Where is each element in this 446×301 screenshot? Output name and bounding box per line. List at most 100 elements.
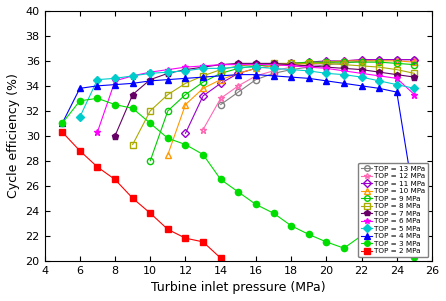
TOP = 2 MPa (200, 240, 206, 244)
TOP = 2 MPa (60, 130, 65, 134)
TOP = 9 MPa (412, 63, 417, 67)
TOP = 6 MPa (183, 65, 188, 69)
TOP = 6 MPa (235, 63, 241, 67)
TOP = 3 MPa (394, 249, 400, 253)
TOP = 5 MPa (412, 87, 417, 90)
TOP = 10 MPa (183, 103, 188, 106)
TOP = 3 MPa (112, 103, 118, 106)
TOP = 7 MPa (306, 64, 311, 68)
TOP = 10 MPa (253, 67, 259, 70)
TOP = 3 MPa (148, 122, 153, 125)
TOP = 9 MPa (341, 60, 347, 64)
TOP = 5 MPa (253, 65, 259, 69)
TOP = 6 MPa (148, 70, 153, 74)
TOP = 8 MPa (394, 68, 400, 71)
TOP = 8 MPa (341, 63, 347, 67)
TOP = 7 MPa (200, 65, 206, 69)
TOP = 5 MPa (130, 74, 135, 78)
TOP = 9 MPa (253, 64, 259, 68)
TOP = 6 MPa (112, 79, 118, 83)
TOP = 13 MPa (235, 90, 241, 94)
TOP = 8 MPa (289, 62, 294, 65)
TOP = 4 MPa (341, 82, 347, 85)
Line: TOP = 4 MPa: TOP = 4 MPa (59, 72, 417, 204)
TOP = 7 MPa (148, 78, 153, 81)
TOP = 6 MPa (218, 63, 223, 67)
TOP = 12 MPa (235, 84, 241, 88)
TOP = 10 MPa (289, 63, 294, 67)
TOP = 6 MPa (271, 63, 276, 67)
TOP = 7 MPa (253, 62, 259, 65)
TOP = 5 MPa (95, 78, 100, 81)
TOP = 2 MPa (183, 236, 188, 240)
TOP = 5 MPa (148, 72, 153, 75)
TOP = 4 MPa (412, 199, 417, 203)
TOP = 2 MPa (112, 178, 118, 181)
TOP = 5 MPa (235, 65, 241, 69)
TOP = 11 MPa (271, 64, 276, 68)
TOP = 6 MPa (165, 68, 170, 71)
TOP = 3 MPa (165, 136, 170, 140)
TOP = 8 MPa (235, 64, 241, 68)
TOP = 10 MPa (200, 87, 206, 90)
TOP = 3 MPa (271, 211, 276, 215)
TOP = 8 MPa (306, 62, 311, 65)
TOP = 3 MPa (130, 107, 135, 110)
TOP = 4 MPa (271, 74, 276, 78)
TOP = 9 MPa (235, 67, 241, 70)
TOP = 3 MPa (341, 246, 347, 250)
TOP = 4 MPa (95, 84, 100, 88)
Legend: TOP = 13 MPa, TOP = 12 MPa, TOP = 11 MPa, TOP = 10 MPa, TOP = 9 MPa, TOP = 8 MPa: TOP = 13 MPa, TOP = 12 MPa, TOP = 11 MPa… (359, 163, 428, 257)
TOP = 13 MPa (289, 68, 294, 71)
TOP = 12 MPa (218, 97, 223, 100)
TOP = 9 MPa (200, 80, 206, 84)
TOP = 10 MPa (376, 59, 382, 63)
TOP = 7 MPa (235, 62, 241, 65)
TOP = 3 MPa (253, 203, 259, 206)
Line: TOP = 9 MPa: TOP = 9 MPa (147, 59, 417, 164)
TOP = 6 MPa (289, 64, 294, 68)
TOP = 10 MPa (394, 59, 400, 63)
TOP = 4 MPa (235, 73, 241, 76)
Y-axis label: Cycle efficiency (%): Cycle efficiency (%) (7, 73, 20, 198)
TOP = 7 MPa (112, 134, 118, 138)
TOP = 8 MPa (253, 63, 259, 67)
TOP = 4 MPa (359, 84, 364, 88)
TOP = 12 MPa (412, 58, 417, 61)
TOP = 3 MPa (359, 234, 364, 237)
TOP = 9 MPa (394, 62, 400, 65)
TOP = 6 MPa (394, 76, 400, 80)
X-axis label: Turbine inlet pressure (MPa): Turbine inlet pressure (MPa) (151, 281, 326, 294)
TOP = 4 MPa (253, 73, 259, 76)
TOP = 5 MPa (359, 75, 364, 79)
TOP = 13 MPa (376, 58, 382, 61)
TOP = 7 MPa (130, 93, 135, 96)
TOP = 6 MPa (412, 93, 417, 96)
TOP = 10 MPa (218, 78, 223, 81)
TOP = 5 MPa (165, 70, 170, 74)
TOP = 8 MPa (271, 62, 276, 65)
TOP = 3 MPa (183, 143, 188, 146)
TOP = 10 MPa (306, 62, 311, 65)
TOP = 12 MPa (289, 65, 294, 69)
TOP = 10 MPa (359, 59, 364, 63)
TOP = 8 MPa (376, 65, 382, 69)
Line: TOP = 8 MPa: TOP = 8 MPa (129, 60, 417, 148)
TOP = 3 MPa (200, 153, 206, 156)
TOP = 11 MPa (394, 58, 400, 61)
TOP = 4 MPa (112, 83, 118, 86)
TOP = 12 MPa (306, 63, 311, 67)
TOP = 4 MPa (165, 78, 170, 81)
TOP = 8 MPa (359, 64, 364, 68)
TOP = 4 MPa (394, 90, 400, 94)
TOP = 10 MPa (341, 59, 347, 63)
Line: TOP = 7 MPa: TOP = 7 MPa (112, 60, 417, 139)
TOP = 3 MPa (376, 231, 382, 235)
TOP = 11 MPa (306, 60, 311, 64)
TOP = 10 MPa (235, 72, 241, 75)
TOP = 13 MPa (341, 62, 347, 65)
TOP = 5 MPa (394, 83, 400, 86)
TOP = 9 MPa (271, 63, 276, 67)
TOP = 3 MPa (95, 97, 100, 100)
TOP = 6 MPa (324, 67, 329, 70)
